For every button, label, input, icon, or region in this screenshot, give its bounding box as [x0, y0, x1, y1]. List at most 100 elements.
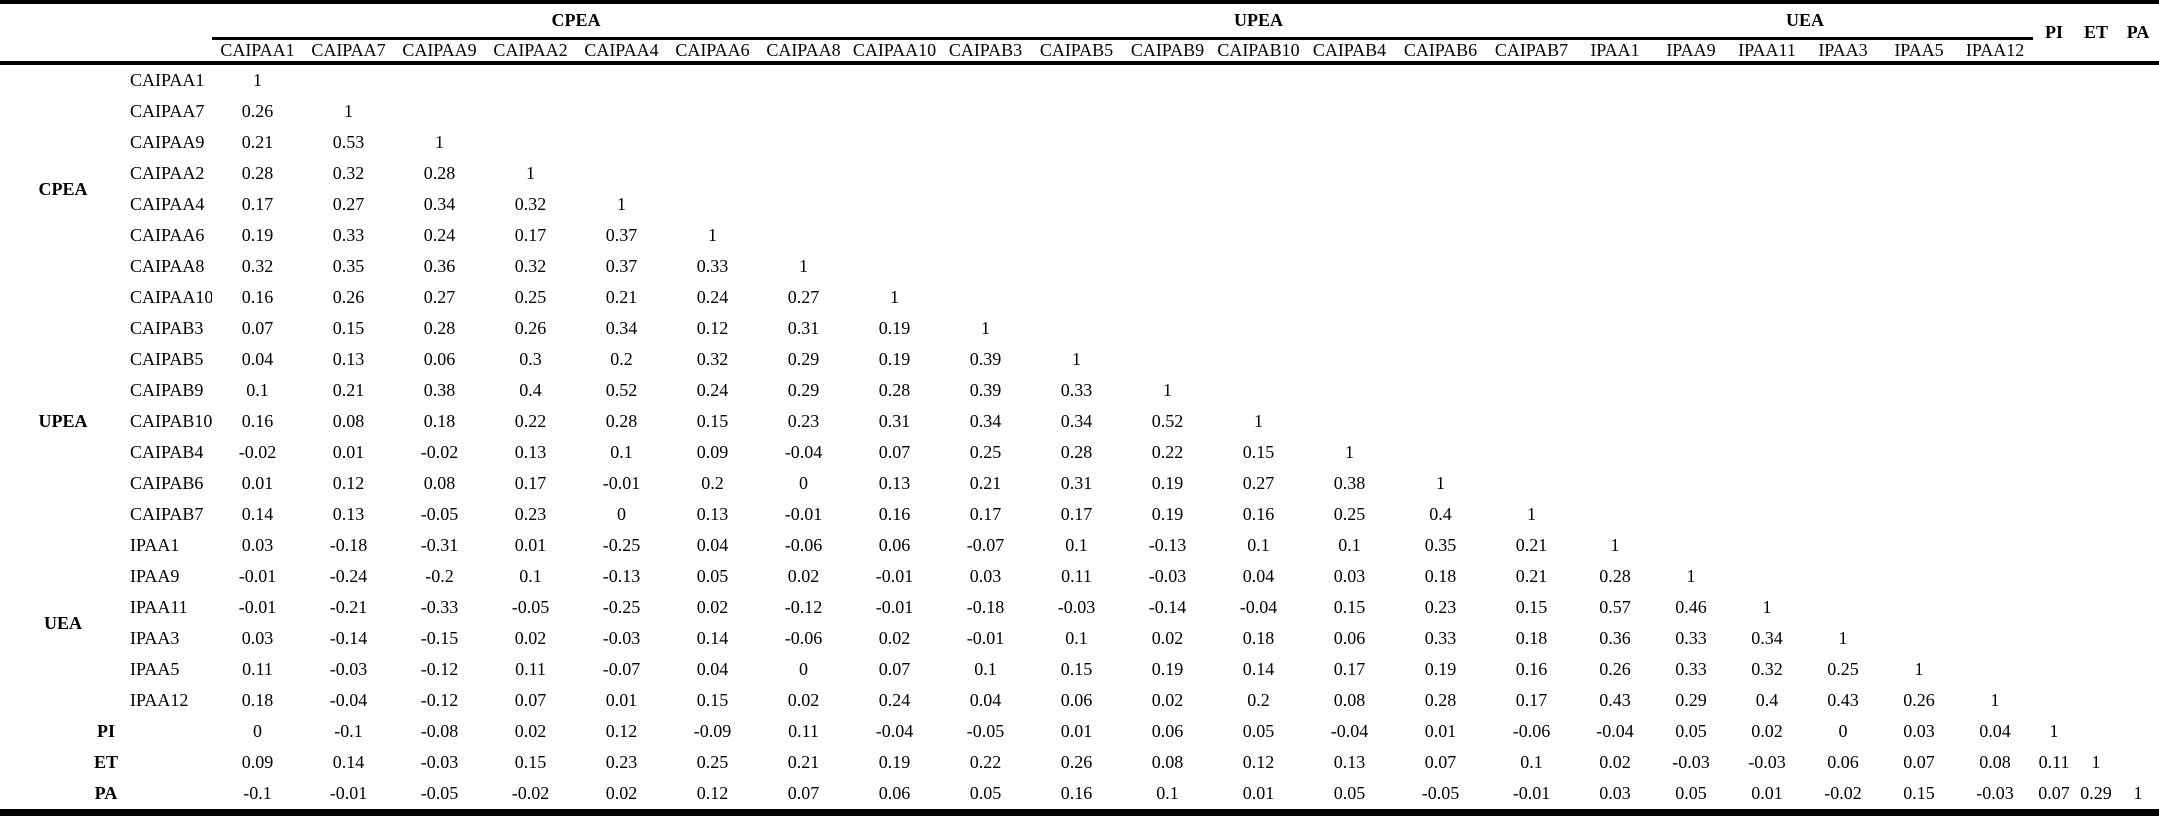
empty-cell [1122, 313, 1213, 344]
empty-cell [2117, 685, 2159, 716]
corr-value: 0.26 [1060, 752, 1093, 772]
corr-value: 0.29 [2080, 783, 2112, 803]
corr-value: 0.15 [1242, 442, 1275, 462]
table-row: ET 0.09 0.14 -0.03 0.15 0.23 0.25 0.21 0.19 0.22 0… [0, 747, 2159, 778]
empty-cell [1881, 189, 1957, 220]
empty-cell [940, 282, 1031, 313]
corr-value: 0.11 [1061, 566, 1092, 586]
corr-value: -0.01 [784, 504, 823, 524]
corr-value: 0.24 [696, 380, 729, 400]
empty-cell [1486, 220, 1577, 251]
corr-value: 0.25 [1333, 504, 1366, 524]
empty-cell [1395, 127, 1486, 158]
table-row: IPAA5 0.11 -0.03 -0.12 0.11 -0.07 0.04 0 0.07 0.1… [0, 654, 2159, 685]
empty-cell [1577, 96, 1653, 127]
col-header: IPAA12 [1957, 38, 2034, 65]
corr-value: -0.01 [875, 597, 914, 617]
corr-value: 1 [2049, 721, 2059, 741]
empty-cell [2075, 251, 2117, 282]
empty-cell [849, 127, 940, 158]
empty-cell [1805, 282, 1881, 313]
corr-value: 0.34 [969, 411, 1002, 431]
empty-cell [1213, 282, 1304, 313]
corr-value: 1 [799, 256, 808, 276]
row-label: PA [94, 783, 118, 803]
empty-cell [1304, 158, 1395, 189]
empty-cell [1213, 189, 1304, 220]
empty-cell [1653, 189, 1729, 220]
empty-cell [1729, 375, 1805, 406]
empty-cell [1031, 282, 1122, 313]
empty-cell [1577, 282, 1653, 313]
empty-cell [394, 96, 485, 127]
empty-cell [1881, 96, 1957, 127]
corr-value: -0.03 [329, 659, 368, 679]
corr-value: 0.21 [332, 380, 365, 400]
corr-value: 0.02 [787, 566, 820, 586]
corr-value: 0.1 [1156, 783, 1179, 803]
corr-value: 0.33 [1675, 659, 1707, 679]
corr-value: 0.06 [1827, 752, 1859, 772]
col-header: CAIPAB3 [940, 38, 1031, 65]
corr-value: 0.14 [696, 628, 729, 648]
corr-value: 0.01 [1424, 721, 1457, 741]
empty-cell [1881, 561, 1957, 592]
corr-value: 0.35 [332, 256, 365, 276]
empty-cell [1122, 344, 1213, 375]
empty-cell [1122, 63, 1213, 96]
corr-value: -0.02 [511, 783, 550, 803]
corr-value: 0.23 [1424, 597, 1457, 617]
empty-cell [1577, 344, 1653, 375]
empty-cell [1486, 96, 1577, 127]
empty-cell [1729, 561, 1805, 592]
empty-cell [2117, 96, 2159, 127]
empty-cell [1881, 158, 1957, 189]
empty-cell [576, 158, 667, 189]
corr-value: 1 [1527, 504, 1536, 524]
empty-cell [1304, 375, 1395, 406]
empty-cell [1729, 437, 1805, 468]
corr-value: 0.27 [1242, 473, 1275, 493]
row-label: IPAA1 [130, 535, 180, 555]
empty-cell [940, 189, 1031, 220]
corr-value: 0.07 [878, 659, 911, 679]
row-label: CAIPAB6 [130, 473, 204, 493]
corr-value: 0.04 [696, 535, 729, 555]
empty-cell [1729, 468, 1805, 499]
empty-cell [1304, 406, 1395, 437]
corr-value: 0.19 [1424, 659, 1457, 679]
table-row: IPAA9 -0.01 -0.24 -0.2 0.1 -0.13 0.05 0.02 -0.01… [0, 561, 2159, 592]
corr-value: -0.14 [329, 628, 368, 648]
corner-cell [0, 2, 212, 65]
empty-cell [2117, 561, 2159, 592]
empty-cell [2117, 747, 2159, 778]
corr-value: 0.52 [605, 380, 638, 400]
empty-cell [849, 220, 940, 251]
corr-value: -0.2 [425, 566, 454, 586]
empty-cell [1486, 468, 1577, 499]
corr-value: 1 [435, 132, 444, 152]
corr-value: 0.38 [1333, 473, 1366, 493]
table-row: CAIPAA2 0.28 0.32 0.28 1 [0, 158, 2159, 189]
empty-cell [2033, 654, 2075, 685]
empty-cell [2117, 592, 2159, 623]
corr-value: 0.43 [1827, 690, 1859, 710]
corr-value: 0.18 [1242, 628, 1275, 648]
empty-cell [1957, 251, 2033, 282]
empty-cell [1957, 127, 2033, 158]
row-label: CAIPAA2 [130, 163, 205, 183]
empty-cell [1031, 158, 1122, 189]
empty-cell [1653, 468, 1729, 499]
corr-value: 0.01 [514, 535, 547, 555]
corr-value: 0.03 [241, 628, 274, 648]
corr-value: 0.22 [969, 752, 1002, 772]
row-label: CAIPAA6 [130, 225, 205, 245]
corr-value: 0.2 [610, 349, 633, 369]
empty-cell [2033, 406, 2075, 437]
corr-value: 0.31 [878, 411, 911, 431]
empty-cell [1805, 406, 1881, 437]
table-row: CAIPAB10 0.16 0.08 0.18 0.22 0.28 0.15 0.23 0.31… [0, 406, 2159, 437]
corr-value: 0.24 [878, 690, 911, 710]
corr-value: 0.57 [1599, 597, 1631, 617]
empty-cell [1486, 344, 1577, 375]
